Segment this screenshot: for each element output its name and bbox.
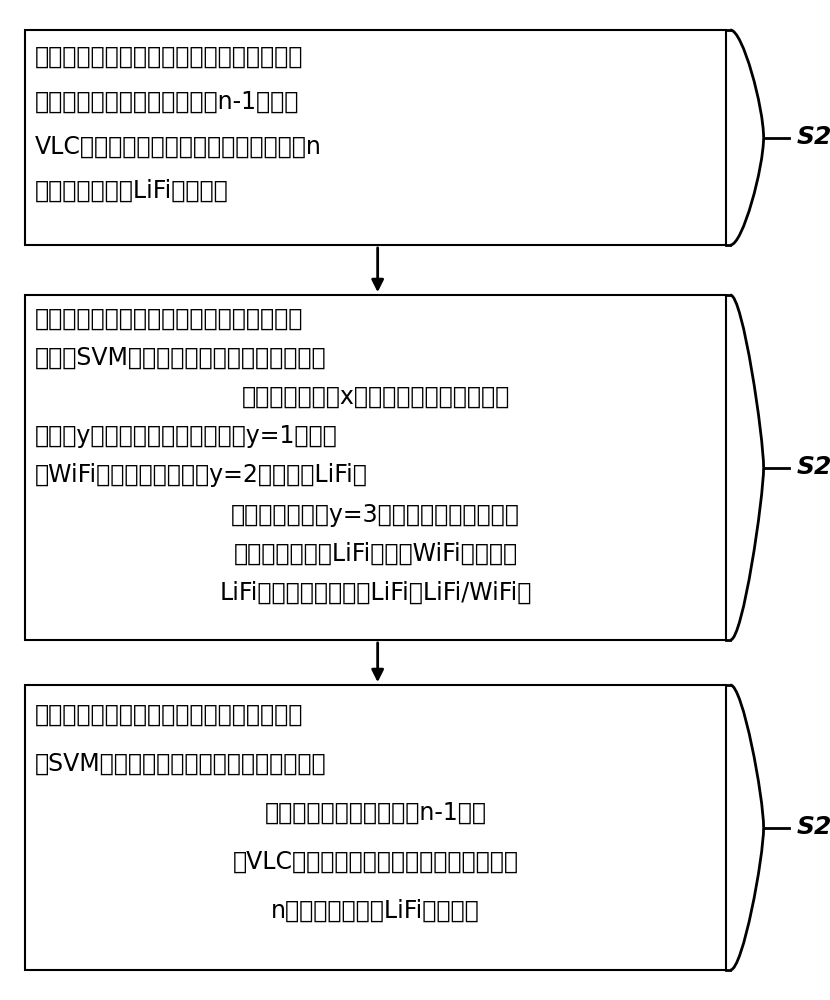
Text: 连WiFi，第二种标签类型y=2代表仅连LiFi，: 连WiFi，第二种标签类型y=2代表仅连LiFi， xyxy=(35,463,368,487)
Text: S22: S22 xyxy=(797,456,830,480)
Text: 光信道阻塞时从LiFi切换到WiFi，并且当: 光信道阻塞时从LiFi切换到WiFi，并且当 xyxy=(233,542,518,566)
Text: 获取测试样本数据集，对所述训练好的非线: 获取测试样本数据集，对所述训练好的非线 xyxy=(35,702,303,726)
Text: 在所述初始数据集上采用径向基核函数训练: 在所述初始数据集上采用径向基核函数训练 xyxy=(35,307,303,331)
Text: n状态下未遮挡的LiFi传输速率: n状态下未遮挡的LiFi传输速率 xyxy=(271,899,480,923)
Bar xyxy=(25,295,726,640)
Text: VLC信道阻塞发生率和占用率，以及当前n: VLC信道阻塞发生率和占用率，以及当前n xyxy=(35,134,322,158)
Bar xyxy=(25,30,726,245)
Bar xyxy=(25,685,726,970)
Text: 建立用户端接入类型决策的初始数据集，所: 建立用户端接入类型决策的初始数据集，所 xyxy=(35,45,303,69)
Text: 非线性SVM模型，其中，训练样本数据集为: 非线性SVM模型，其中，训练样本数据集为 xyxy=(35,346,326,370)
Text: 本数据集中包括用户端在n-1状态: 本数据集中包括用户端在n-1状态 xyxy=(265,801,486,825)
Text: 的VLC信道阻塞发生率和占用率，以及当前: 的VLC信道阻塞发生率和占用率，以及当前 xyxy=(232,850,519,874)
Text: 状态下未遮挡的LiFi传输速率: 状态下未遮挡的LiFi传输速率 xyxy=(35,179,228,203)
Text: LiFi连接恢复时切换回LiFi（LiFi/WiFi）: LiFi连接恢复时切换回LiFi（LiFi/WiFi） xyxy=(219,581,532,605)
Text: 述初始数据集中包括用户端在n-1状态的: 述初始数据集中包括用户端在n-1状态的 xyxy=(35,90,300,114)
Text: 所述初始数据集x，标签为三种用户网络接: 所述初始数据集x，标签为三种用户网络接 xyxy=(242,385,510,409)
Text: S23: S23 xyxy=(797,816,830,840)
Text: 性SVM模型决策效果进行测试，所述测试样: 性SVM模型决策效果进行测试，所述测试样 xyxy=(35,752,326,776)
Text: S21: S21 xyxy=(797,125,830,149)
Text: 第三种标签类型y=3代表用户端在发生可见: 第三种标签类型y=3代表用户端在发生可见 xyxy=(231,503,520,527)
Text: 入类型y，其中，第一种标签类型y=1代表仅: 入类型y，其中，第一种标签类型y=1代表仅 xyxy=(35,424,338,448)
